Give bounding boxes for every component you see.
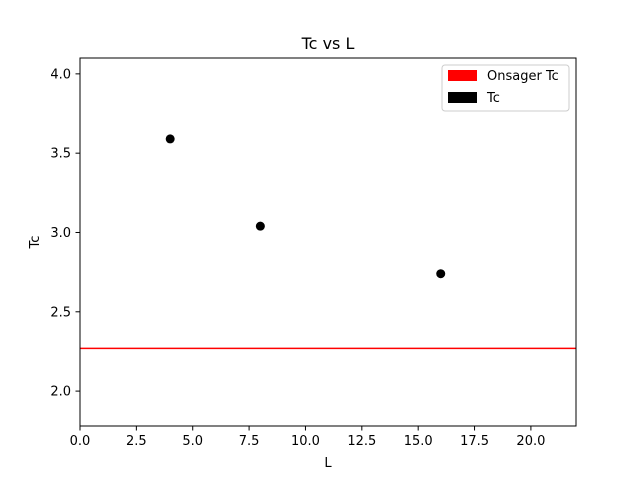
x-axis-ticks: 0.0 2.5 5.0 7.5 10.0 12.5 15.0 17.5 20.0	[70, 426, 545, 449]
legend: Onsager Tc Tc	[441, 64, 570, 112]
chart-title: Tc vs L	[301, 34, 355, 53]
y-tick-label: 3.0	[50, 226, 71, 241]
legend-label-tc: Tc	[486, 91, 500, 106]
x-tick-label: 12.5	[347, 434, 376, 449]
y-tick-label: 4.0	[50, 67, 71, 82]
y-axis-label: Tc	[28, 236, 43, 250]
y-axis-ticks: 2.0 2.5 3.0 3.5 4.0	[50, 67, 80, 400]
x-tick-label: 17.5	[460, 434, 489, 449]
x-tick-label: 15.0	[404, 434, 433, 449]
x-tick-label: 7.5	[239, 434, 260, 449]
tc-point	[165, 134, 175, 144]
x-tick-label: 2.5	[126, 434, 147, 449]
data-layer	[80, 134, 576, 350]
legend-swatch-tc	[448, 92, 477, 103]
tc-point	[436, 269, 446, 279]
y-tick-label: 2.0	[50, 385, 71, 400]
legend-label-onsager: Onsager Tc	[487, 69, 559, 84]
x-tick-label: 20.0	[516, 434, 545, 449]
plot-area	[80, 58, 576, 426]
plot-frame	[79, 57, 577, 427]
legend-swatch-onsager	[448, 70, 477, 81]
tc-point	[255, 221, 265, 231]
y-tick-label: 2.5	[50, 305, 71, 320]
x-tick-label: 5.0	[182, 434, 203, 449]
y-tick-label: 3.5	[50, 147, 71, 162]
x-tick-label: 0.0	[70, 434, 91, 449]
x-axis-label: L	[324, 456, 332, 471]
x-tick-label: 10.0	[291, 434, 320, 449]
